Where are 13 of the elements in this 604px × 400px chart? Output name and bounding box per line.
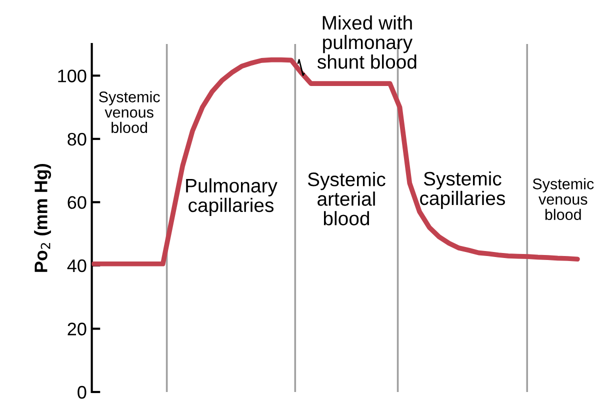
annotation: Systemic capillaries	[420, 171, 505, 209]
y-tick-label: 80	[68, 132, 86, 146]
y-axis-title: Po$_{2}$ (mm Hg)	[34, 164, 52, 272]
annotation: Systemic venous blood	[532, 178, 594, 220]
y-tick-label: 20	[68, 322, 86, 336]
annotation: Mixed with pulmonary shunt blood	[317, 15, 416, 69]
y-tick-label: 40	[67, 259, 86, 272]
annotation: Systemic arterial blood	[308, 172, 386, 226]
annotation: Pulmonary capillaries	[186, 178, 278, 216]
annotation: Systemic venous blood	[99, 91, 160, 134]
y-tick-label: 60	[68, 196, 86, 209]
y-tick-label: 100	[58, 70, 86, 82]
y-tick-label: 0	[78, 386, 86, 399]
